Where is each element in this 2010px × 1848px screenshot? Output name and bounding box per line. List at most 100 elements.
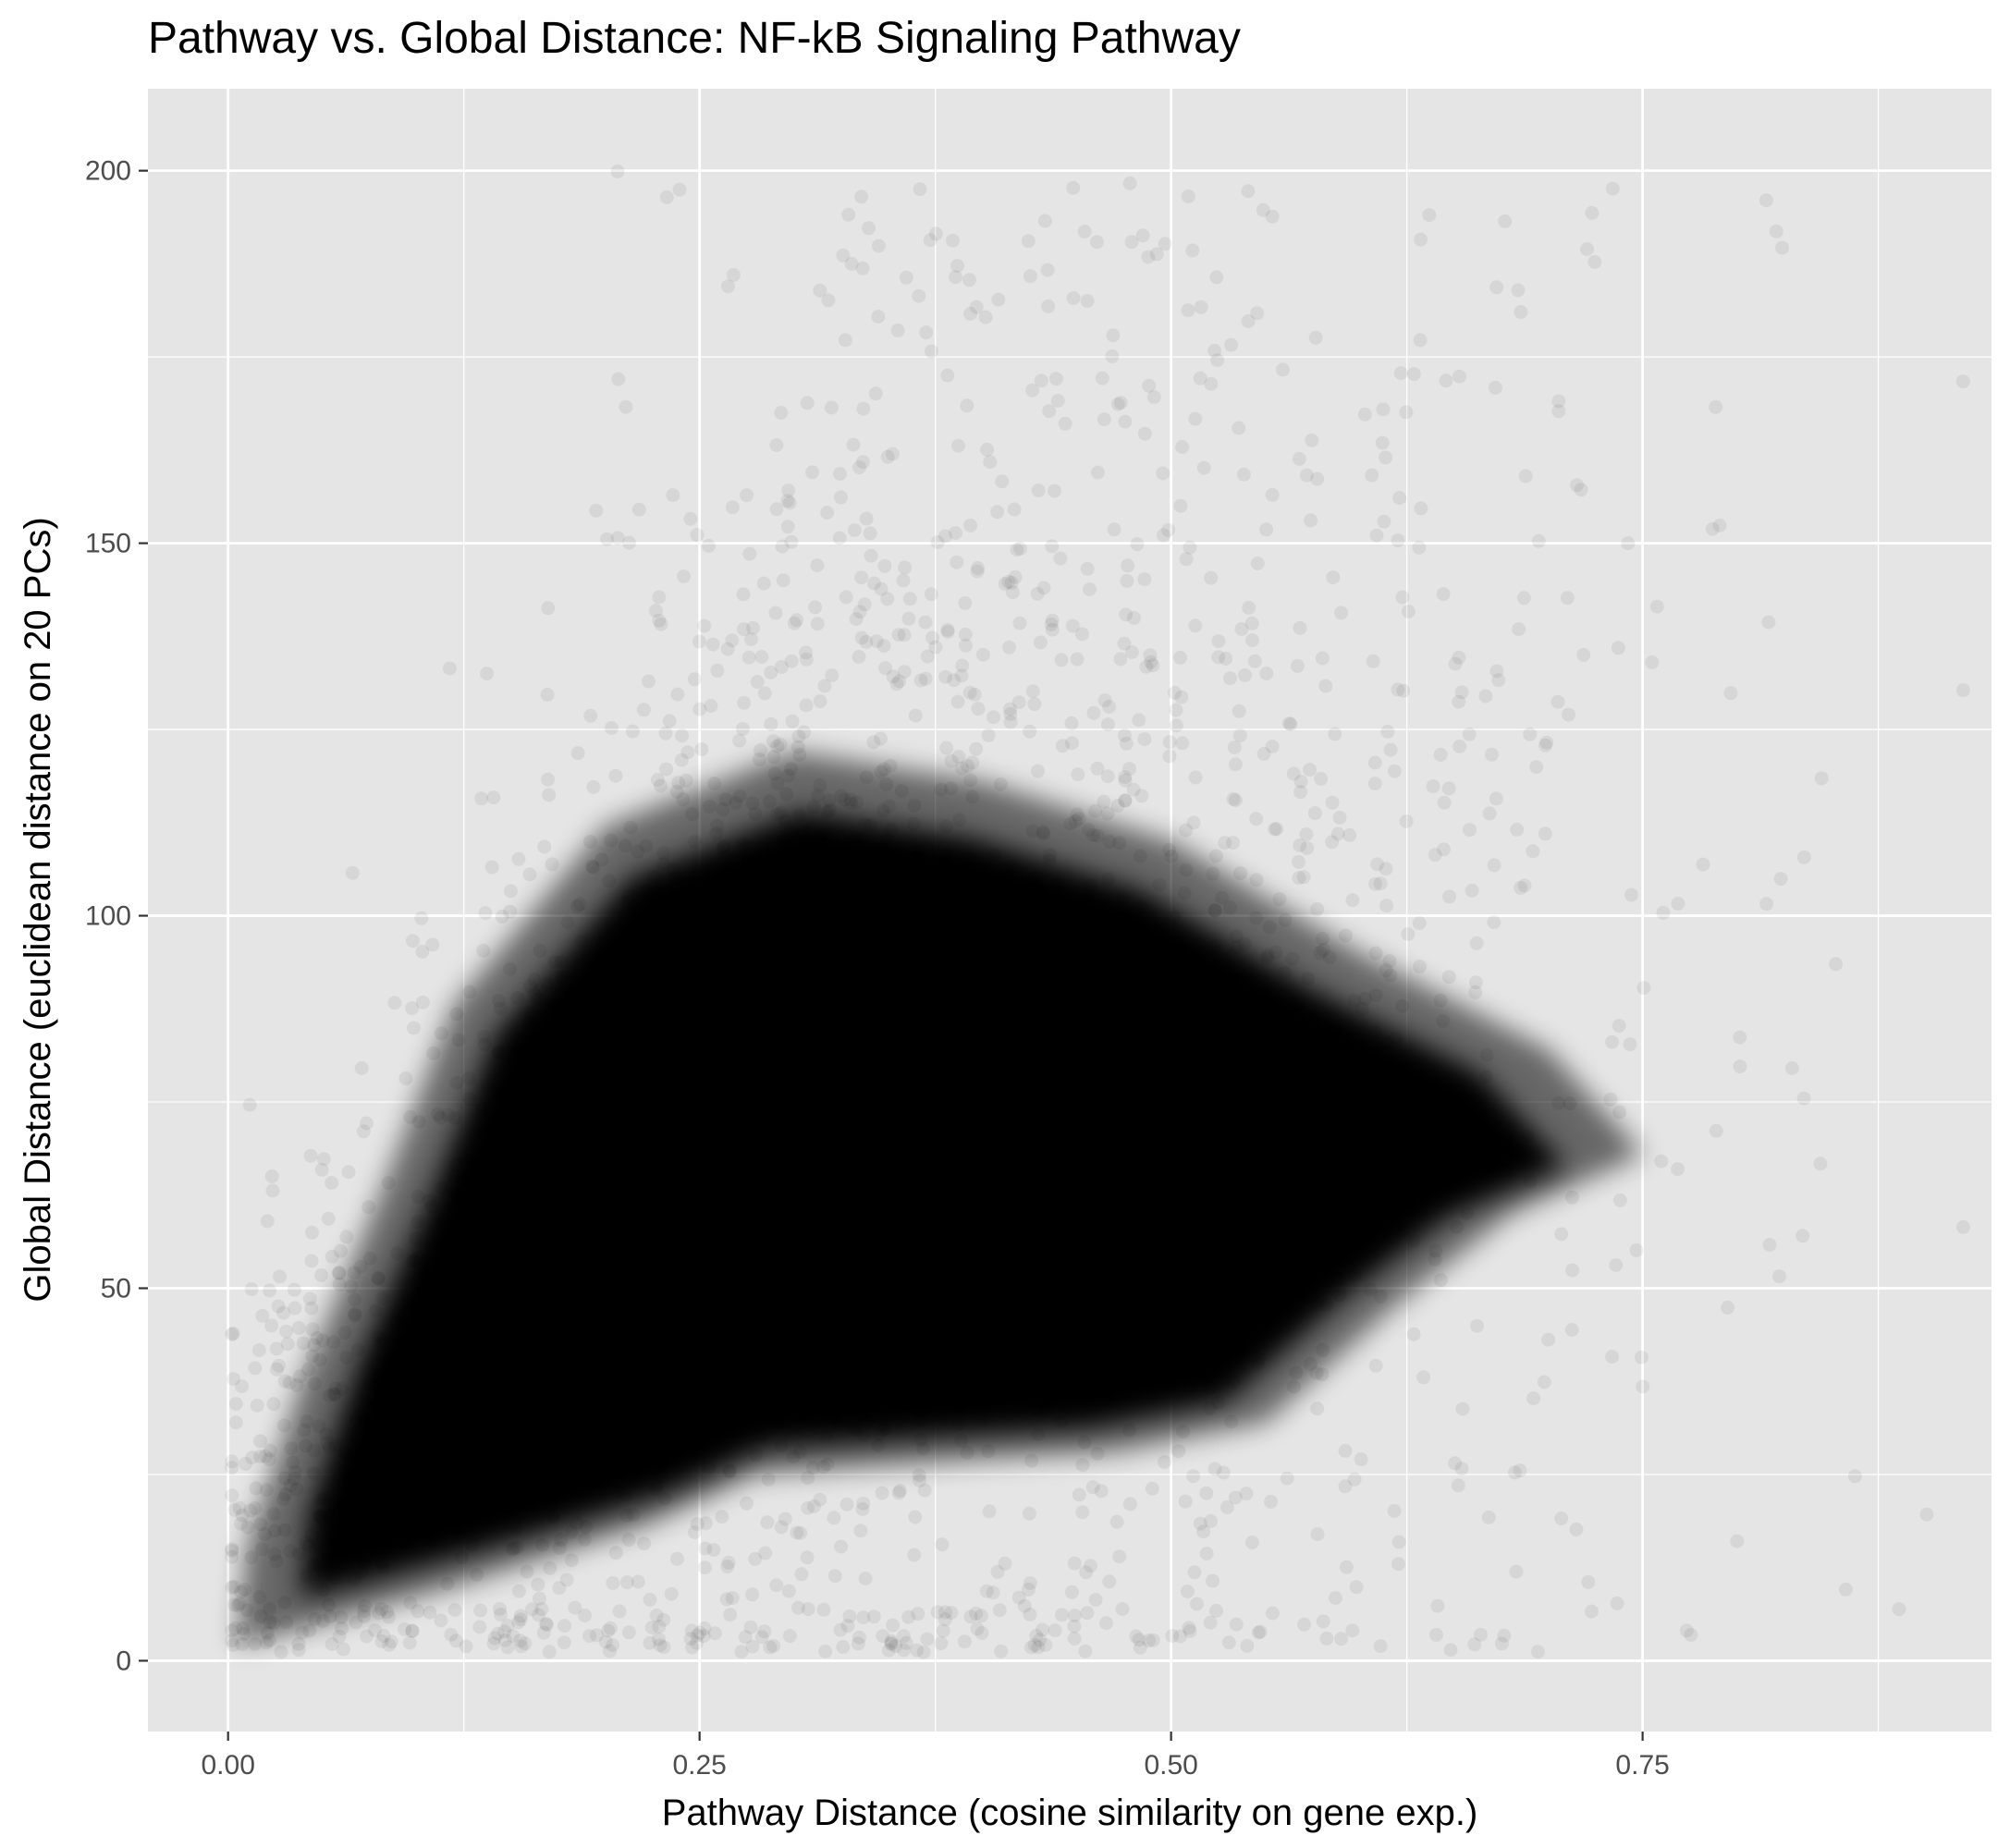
data-point <box>1264 1494 1278 1509</box>
data-point <box>960 896 974 911</box>
data-point <box>1426 779 1440 794</box>
data-point <box>1083 582 1097 596</box>
data-point <box>302 1291 317 1306</box>
data-point <box>435 1386 449 1401</box>
data-point <box>1250 557 1265 570</box>
data-point <box>323 1389 337 1403</box>
data-point <box>595 1049 610 1063</box>
data-point <box>762 1254 777 1269</box>
data-point <box>434 1282 448 1297</box>
data-point <box>460 1502 475 1517</box>
data-point <box>315 1614 330 1628</box>
data-point <box>654 1408 668 1423</box>
data-point <box>949 1120 962 1133</box>
data-point <box>791 808 806 823</box>
data-point <box>623 820 638 835</box>
data-point <box>847 952 862 967</box>
data-point <box>421 1402 435 1417</box>
data-point <box>1179 552 1194 567</box>
data-point <box>378 1524 393 1538</box>
data-point <box>1031 764 1045 778</box>
data-point <box>919 325 934 340</box>
data-point <box>767 1395 782 1410</box>
data-point <box>531 1046 545 1060</box>
data-point <box>685 1242 700 1255</box>
data-point <box>1829 957 1844 972</box>
data-point <box>782 1629 797 1644</box>
data-point <box>634 1002 649 1017</box>
data-point <box>415 1410 430 1425</box>
data-point <box>791 1281 806 1296</box>
data-point <box>1200 1265 1215 1279</box>
data-point <box>901 1609 916 1624</box>
data-point <box>974 1413 989 1427</box>
data-point <box>1150 980 1165 995</box>
data-point <box>1358 991 1372 1006</box>
data-point <box>1154 1202 1169 1217</box>
data-point <box>574 934 589 948</box>
data-point <box>1357 407 1372 422</box>
data-point <box>519 1303 533 1317</box>
data-point <box>411 1215 425 1230</box>
data-point <box>907 1113 922 1128</box>
data-point <box>1265 209 1280 224</box>
data-point <box>1131 1286 1146 1301</box>
data-point <box>497 1106 512 1120</box>
data-point <box>1955 1219 1970 1234</box>
data-point <box>647 1121 662 1136</box>
data-point <box>315 1333 330 1348</box>
data-point <box>348 1306 362 1321</box>
data-point <box>610 1016 625 1031</box>
data-point <box>848 1035 863 1050</box>
data-point <box>1300 840 1315 855</box>
data-point <box>1065 965 1080 980</box>
data-point <box>1040 263 1055 277</box>
data-point <box>1065 618 1080 633</box>
data-point <box>516 1339 531 1353</box>
data-point <box>1001 1365 1016 1380</box>
data-point <box>1133 1640 1147 1655</box>
data-point <box>769 807 784 822</box>
data-point <box>938 669 953 684</box>
data-point <box>1045 613 1060 628</box>
data-point <box>1087 1232 1102 1247</box>
data-point <box>678 1083 692 1097</box>
data-point <box>1115 1039 1130 1054</box>
data-point <box>1085 1057 1099 1071</box>
data-point <box>362 1472 376 1487</box>
data-point <box>659 1020 674 1034</box>
data-point <box>534 1602 549 1617</box>
data-point <box>821 293 836 308</box>
data-point <box>1611 641 1625 655</box>
data-point <box>1316 1342 1330 1357</box>
data-point <box>610 531 625 545</box>
data-point <box>820 1457 835 1472</box>
data-point <box>1025 892 1040 906</box>
data-point <box>1080 562 1095 576</box>
data-point <box>1403 1194 1417 1208</box>
data-point <box>729 795 743 810</box>
data-point <box>1172 1010 1187 1024</box>
data-point <box>1391 1557 1406 1572</box>
data-point <box>416 1356 431 1371</box>
data-point <box>642 1251 656 1266</box>
data-point <box>1176 942 1191 957</box>
data-point <box>1541 1332 1556 1347</box>
data-point <box>938 1605 952 1620</box>
data-point <box>866 1331 881 1346</box>
data-point <box>1315 651 1330 666</box>
data-point <box>1094 1484 1109 1499</box>
data-point <box>345 865 360 880</box>
data-point <box>252 1590 267 1604</box>
data-point <box>1042 1393 1057 1408</box>
data-point <box>624 1023 639 1038</box>
data-point <box>1233 1158 1248 1173</box>
data-point <box>917 930 932 945</box>
data-point <box>550 1216 565 1230</box>
data-point <box>855 261 870 275</box>
data-point <box>852 460 866 475</box>
data-point <box>856 401 871 416</box>
data-point <box>844 796 858 811</box>
data-point <box>401 1295 416 1310</box>
data-point <box>1018 955 1033 970</box>
